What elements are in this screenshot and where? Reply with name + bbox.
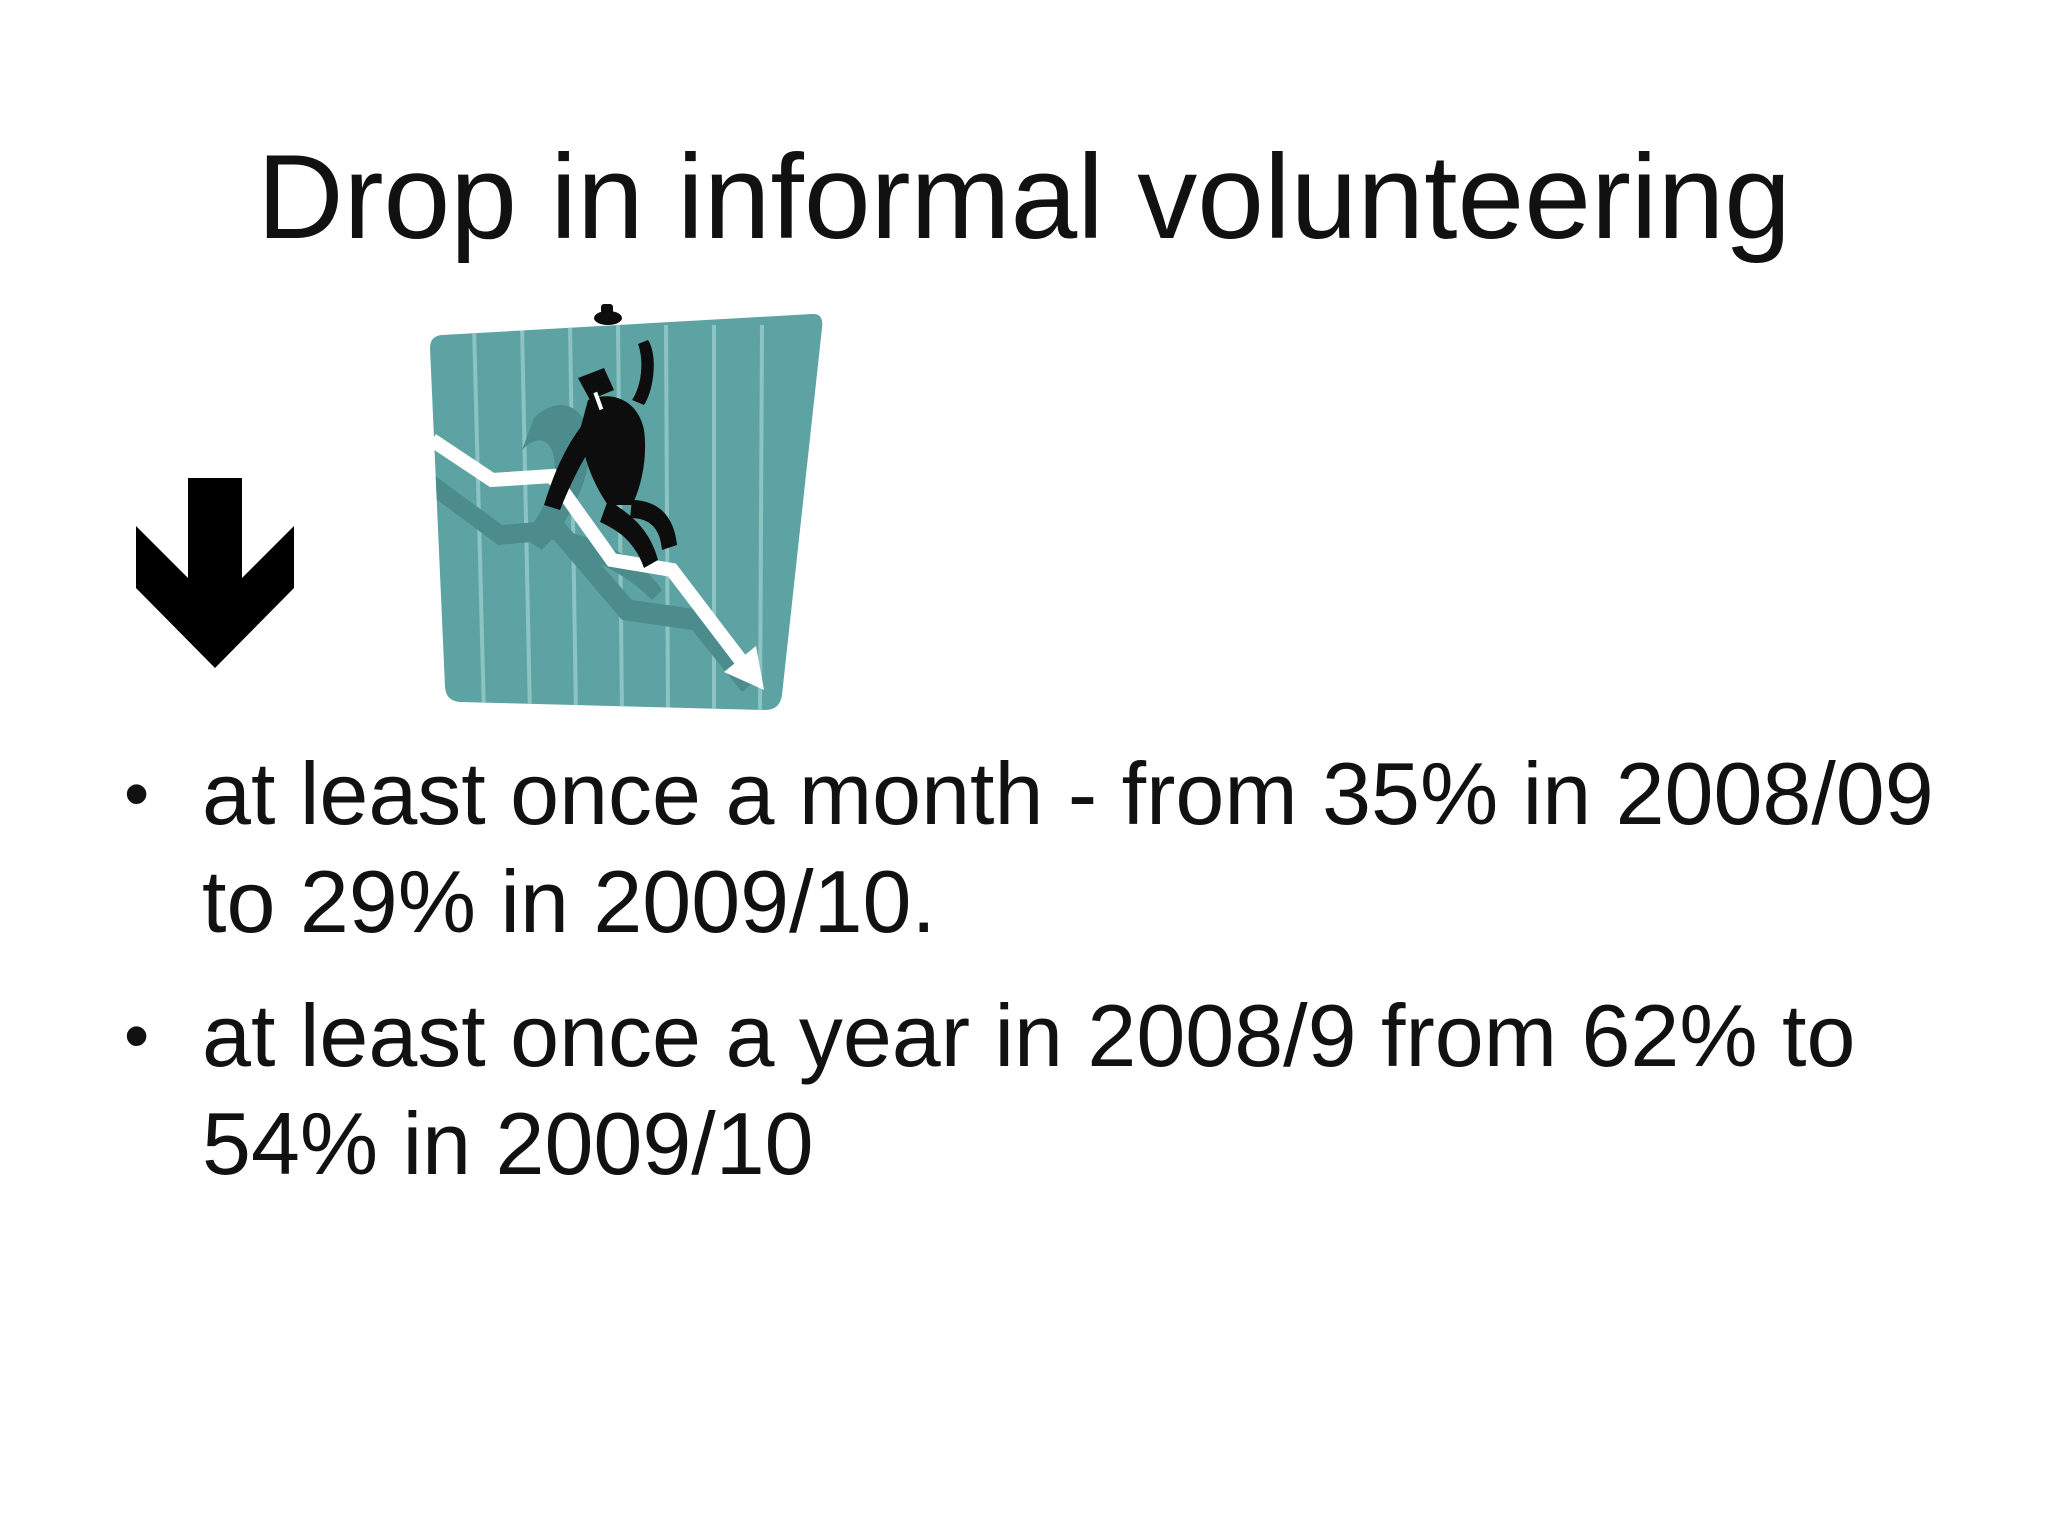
bullet-text: at least once a month - from 35% in 2008… xyxy=(202,744,1934,951)
bullet-list: • at least once a month - from 35% in 20… xyxy=(120,740,1940,1224)
bullet-item-monthly: • at least once a month - from 35% in 20… xyxy=(120,740,1940,956)
down-arrow-icon xyxy=(136,478,294,668)
bullet-item-yearly: • at least once a year in 2008/9 from 62… xyxy=(120,982,1940,1198)
falling-businessman-chart-icon xyxy=(428,304,823,710)
bullet-marker: • xyxy=(124,754,150,834)
bullet-text: at least once a year in 2008/9 from 62% … xyxy=(202,986,1856,1193)
bullet-marker: • xyxy=(124,996,150,1076)
businessman-figure xyxy=(544,304,677,568)
slide-title: Drop in informal volunteering xyxy=(256,130,1792,264)
falling-trend-line xyxy=(428,434,748,667)
